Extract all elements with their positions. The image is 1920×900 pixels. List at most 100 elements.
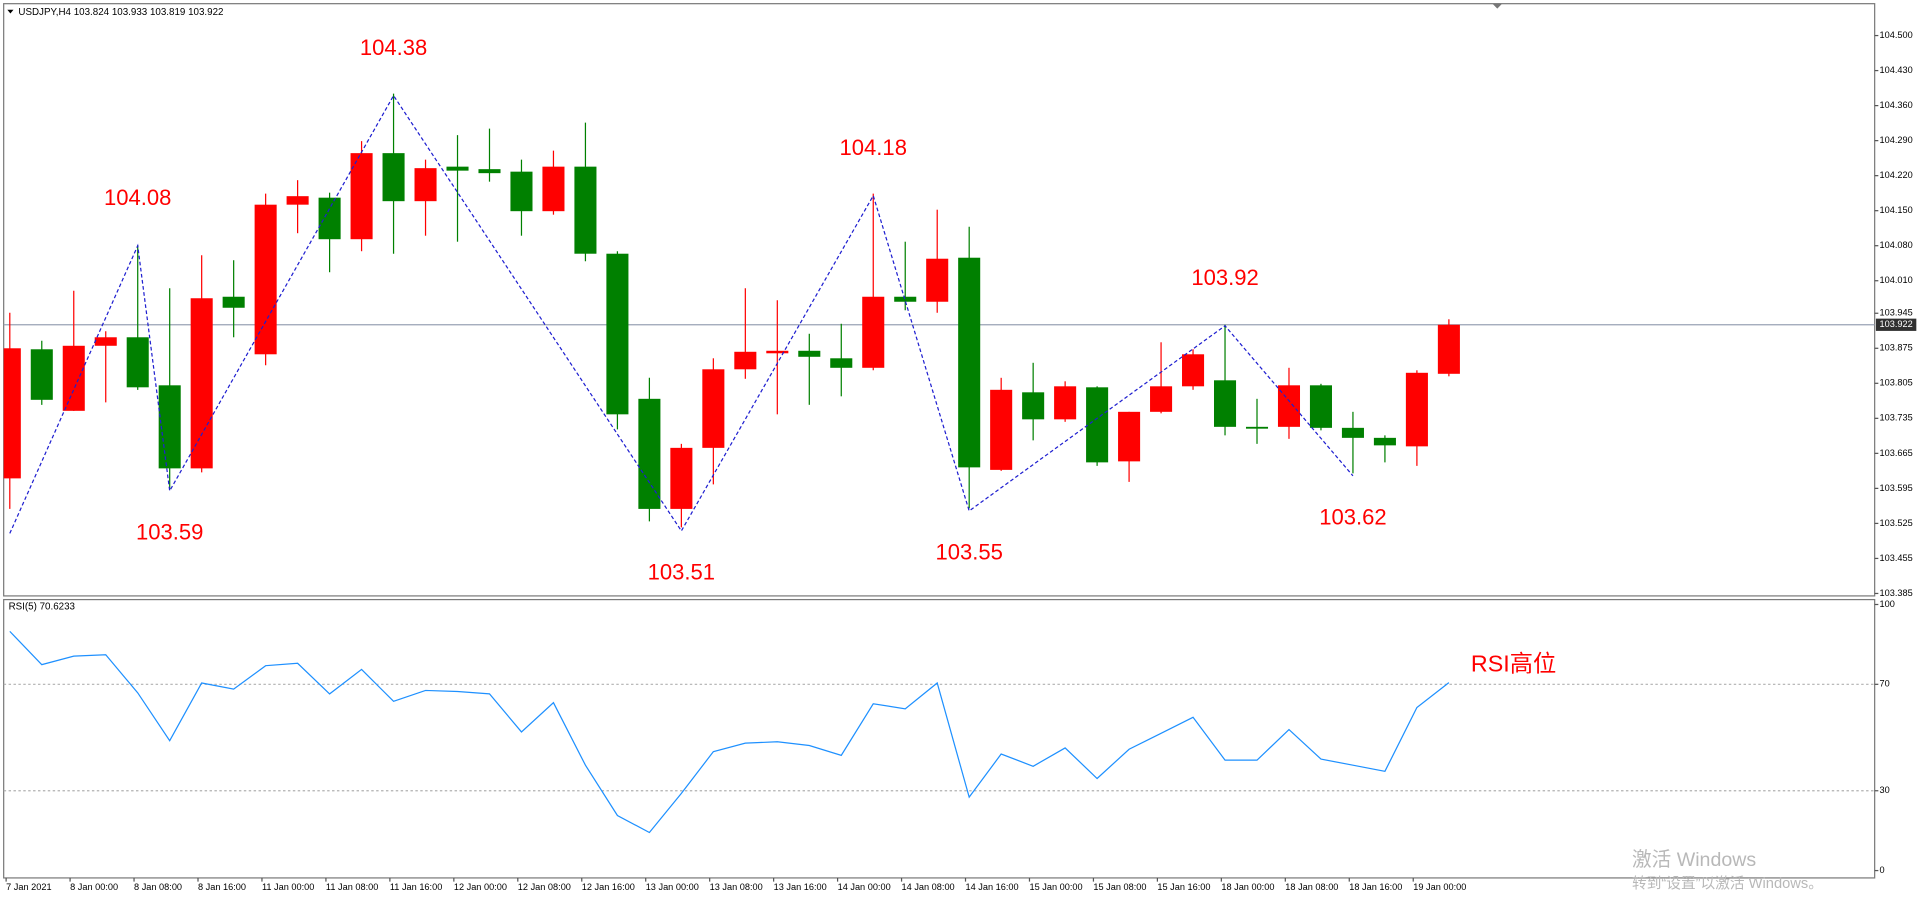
candle-body: [670, 447, 693, 509]
x-tick-label: 19 Jan 00:00: [1413, 882, 1466, 892]
candle-body: [766, 350, 789, 354]
candle-body: [318, 197, 341, 240]
y-tick-label: 103.945: [1880, 308, 1913, 318]
candle-body: [926, 258, 949, 302]
candle-body: [30, 349, 53, 400]
y-tick-label: 103.525: [1880, 518, 1913, 528]
y-tick-label: 0: [1880, 865, 1885, 875]
candle-body: [446, 166, 469, 171]
candle-body: [798, 350, 821, 357]
y-tick-label: 104.010: [1880, 275, 1913, 285]
x-tick-label: 8 Jan 16:00: [198, 882, 246, 892]
x-tick-label: 11 Jan 08:00: [326, 882, 378, 892]
zigzag-label: 104.08: [104, 185, 171, 210]
y-tick-label: 30: [1880, 785, 1890, 795]
menu-arrow[interactable]: [7, 9, 14, 14]
y-tick-label: 104.290: [1880, 135, 1913, 145]
watermark-title: 激活 Windows: [1632, 849, 1756, 871]
rsi-annotation: RSI高位: [1471, 651, 1556, 677]
x-tick-label: 15 Jan 08:00: [1093, 882, 1146, 892]
x-tick-label: 14 Jan 16:00: [966, 882, 1019, 892]
x-tick-label: 14 Jan 00:00: [838, 882, 891, 892]
candle-body: [190, 298, 213, 469]
y-tick-label: 103.805: [1880, 378, 1913, 388]
candle-body: [414, 168, 437, 202]
x-tick-label: 15 Jan 00:00: [1029, 882, 1082, 892]
x-tick-label: 13 Jan 08:00: [710, 882, 763, 892]
x-tick-label: 18 Jan 08:00: [1285, 882, 1338, 892]
x-tick-label: 11 Jan 00:00: [262, 882, 314, 892]
candle-body: [286, 196, 309, 205]
y-tick-label: 104.500: [1880, 30, 1913, 40]
x-tick-label: 12 Jan 00:00: [454, 882, 507, 892]
zigzag-label: 103.55: [935, 540, 1002, 565]
y-tick-label: 70: [1880, 679, 1890, 689]
watermark-subtitle: 转到“设置”以激活 Windows。: [1632, 875, 1823, 892]
price-panel: [3, 3, 1876, 597]
candle-body: [382, 153, 405, 202]
y-tick-label: 100: [1880, 599, 1895, 609]
candle-body: [158, 385, 181, 469]
x-tick-label: 12 Jan 08:00: [518, 882, 571, 892]
candle-body: [94, 337, 117, 346]
candle-body: [606, 253, 629, 415]
candle-body: [478, 169, 501, 174]
candle-body: [702, 369, 725, 448]
zigzag-label: 103.92: [1191, 265, 1258, 290]
candle-body: [126, 337, 149, 388]
candle-body: [734, 351, 757, 370]
candle-body: [638, 398, 661, 509]
current-price-label: 103.922: [1880, 319, 1913, 329]
candle-body: [1309, 385, 1332, 428]
candle-body: [990, 389, 1013, 470]
zigzag-line: [9, 94, 1354, 534]
candle-body: [830, 358, 853, 368]
y-tick-label: 103.875: [1880, 343, 1913, 353]
candle-body: [1086, 387, 1109, 463]
candle-body: [958, 257, 981, 468]
x-tick-label: 14 Jan 08:00: [902, 882, 955, 892]
candle-body: [1022, 392, 1045, 420]
x-tick-label: 13 Jan 00:00: [646, 882, 699, 892]
zigzag-label: 103.51: [648, 560, 715, 585]
rsi-line: [9, 630, 1450, 834]
zigzag-label: 103.59: [136, 520, 203, 545]
chart-title: USDJPY,H4 103.824 103.933 103.819 103.92…: [18, 7, 223, 18]
zigzag-label: 104.18: [840, 135, 907, 160]
candle-body: [350, 153, 373, 240]
y-tick-label: 104.430: [1880, 65, 1913, 75]
y-tick-label: 103.665: [1880, 448, 1913, 458]
y-tick-label: 104.080: [1880, 240, 1913, 250]
candle-body: [1245, 426, 1269, 429]
candle-body: [254, 204, 277, 355]
candle-body: [1405, 372, 1428, 447]
candle-body: [1054, 386, 1077, 420]
candle-body: [1341, 427, 1364, 438]
rsi-panel: [3, 598, 1876, 879]
shift-marker: [1492, 3, 1503, 9]
candle-body: [510, 171, 533, 212]
current-price-box: [1875, 318, 1917, 331]
y-tick-label: 103.595: [1880, 483, 1913, 493]
candle-body: [1213, 380, 1237, 427]
y-tick-label: 103.455: [1880, 553, 1913, 563]
rsi-title: RSI(5) 70.6233: [9, 602, 76, 613]
candle-body: [894, 296, 917, 302]
x-tick-label: 8 Jan 00:00: [70, 882, 118, 892]
price-plot: 104.08 103.59 104.38 103.51 104.18 103.55 103.…: [3, 35, 1875, 585]
y-tick-label: 103.385: [1880, 588, 1913, 598]
rsi-plot: RSI高位: [3, 630, 1875, 834]
x-tick-label: 11 Jan 16:00: [390, 882, 442, 892]
candle-body: [542, 166, 565, 212]
x-tick-label: 8 Jan 08:00: [134, 882, 182, 892]
candle-body: [1182, 354, 1205, 387]
candle-body: [862, 296, 885, 368]
y-tick-label: 104.360: [1880, 100, 1913, 110]
candle-body: [222, 296, 245, 308]
zigzag-label: 104.38: [360, 35, 427, 60]
candle-body: [62, 345, 85, 411]
y-tick-label: 103.735: [1880, 413, 1913, 423]
y-tick-label: 104.220: [1880, 170, 1913, 180]
